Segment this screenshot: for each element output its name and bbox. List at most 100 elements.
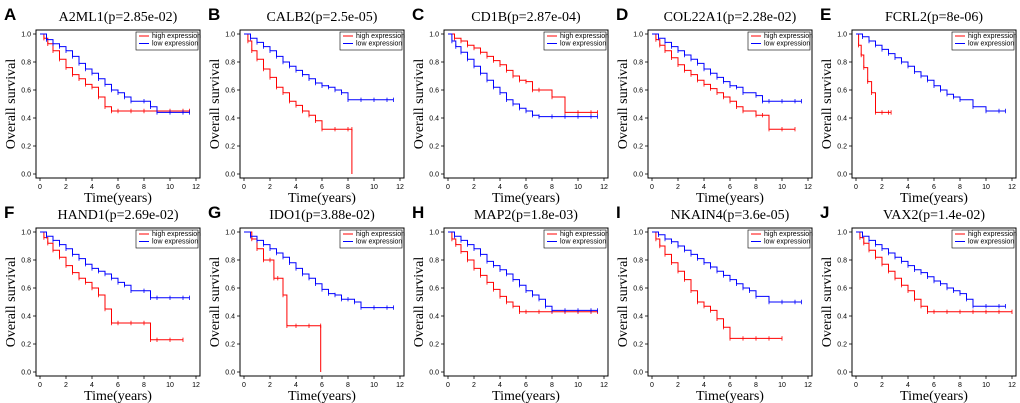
y-tick-label: 0.2 bbox=[21, 144, 31, 151]
x-tick-label: 0 bbox=[446, 184, 450, 191]
x-tick-label: 2 bbox=[64, 184, 68, 191]
y-axis-label: Overall survival bbox=[4, 59, 19, 150]
y-tick-label: 0.6 bbox=[837, 88, 847, 95]
x-tick-label: 8 bbox=[142, 382, 146, 389]
y-axis-label: Overall survival bbox=[820, 59, 835, 150]
x-axis-label: Time(years) bbox=[900, 191, 968, 206]
y-tick-label: 1.0 bbox=[837, 230, 847, 237]
y-axis-label: Overall survival bbox=[616, 59, 631, 150]
y-tick-label: 0.2 bbox=[837, 342, 847, 349]
x-axis-label: Time(years) bbox=[288, 191, 356, 206]
panel-title: COL22A1(p=2.28e-02) bbox=[664, 10, 797, 25]
km-panel-i: I NKAIN4(p=3.6e-05) 0.0 0.2 0.4 0.6 0.8 1.0 0 2 4 6… bbox=[616, 203, 813, 403]
x-tick-label: 12 bbox=[192, 184, 200, 191]
y-axis-label: Overall survival bbox=[412, 59, 427, 150]
panel-letter: B bbox=[208, 5, 220, 24]
panel-title: VAX2(p=1.4e-02) bbox=[883, 208, 985, 223]
panel-letter: E bbox=[820, 5, 831, 24]
panel-letter: J bbox=[820, 203, 829, 222]
legend-label: high expression bbox=[764, 33, 813, 40]
legend-label: low expression bbox=[560, 41, 606, 48]
y-tick-label: 0.0 bbox=[429, 370, 439, 377]
x-tick-label: 12 bbox=[600, 184, 608, 191]
x-tick-label: 4 bbox=[498, 382, 502, 389]
legend-label: high expression bbox=[560, 231, 609, 238]
x-tick-label: 10 bbox=[982, 382, 990, 389]
legend-label: high expression bbox=[356, 33, 405, 40]
x-tick-label: 12 bbox=[396, 382, 404, 389]
x-axis-label: Time(years) bbox=[288, 389, 356, 403]
x-tick-label: 8 bbox=[142, 184, 146, 191]
x-tick-label: 8 bbox=[958, 382, 962, 389]
legend-label: low expression bbox=[152, 41, 198, 48]
x-tick-label: 6 bbox=[116, 382, 120, 389]
x-tick-label: 8 bbox=[958, 184, 962, 191]
y-tick-label: 0.4 bbox=[837, 314, 847, 321]
x-tick-label: 6 bbox=[320, 382, 324, 389]
km-panel-a: A A2ML1(p=2.85e-02) 0.0 0.2 0.4 0.6 0.8 1.0 0 2 4 6… bbox=[4, 5, 201, 206]
x-tick-label: 4 bbox=[294, 382, 298, 389]
y-tick-label: 0.8 bbox=[225, 258, 235, 265]
x-tick-label: 10 bbox=[370, 382, 378, 389]
panel-title: NKAIN4(p=3.6e-05) bbox=[671, 208, 790, 223]
legend-box bbox=[339, 31, 403, 51]
panel-title: CALB2(p=2.5e-05) bbox=[267, 10, 378, 25]
y-tick-label: 0.2 bbox=[429, 144, 439, 151]
legend-label: low expression bbox=[764, 239, 810, 246]
y-tick-label: 1.0 bbox=[225, 32, 235, 39]
x-tick-label: 4 bbox=[906, 184, 910, 191]
km-curve-low bbox=[652, 231, 802, 303]
km-curve-high bbox=[652, 33, 795, 130]
y-tick-label: 0.0 bbox=[21, 370, 31, 377]
y-tick-label: 1.0 bbox=[633, 32, 643, 39]
x-tick-label: 2 bbox=[880, 184, 884, 191]
y-tick-label: 0.4 bbox=[225, 116, 235, 123]
y-axis-label: Overall survival bbox=[208, 59, 223, 150]
x-tick-label: 8 bbox=[550, 382, 554, 389]
km-curve-high bbox=[856, 33, 892, 113]
panel-letter: H bbox=[412, 203, 424, 222]
x-axis-label: Time(years) bbox=[492, 389, 560, 403]
y-tick-label: 0.2 bbox=[225, 342, 235, 349]
y-tick-label: 0.0 bbox=[225, 370, 235, 377]
y-tick-label: 0.4 bbox=[633, 314, 643, 321]
legend-label: low expression bbox=[560, 239, 606, 246]
x-tick-label: 6 bbox=[524, 184, 528, 191]
x-axis-label: Time(years) bbox=[696, 191, 764, 206]
x-tick-label: 4 bbox=[90, 184, 94, 191]
x-tick-label: 8 bbox=[346, 184, 350, 191]
x-tick-label: 10 bbox=[778, 382, 786, 389]
x-tick-label: 2 bbox=[268, 184, 272, 191]
plot-frame bbox=[443, 29, 609, 179]
plot-frame bbox=[239, 29, 405, 179]
legend-box bbox=[747, 31, 811, 51]
y-tick-label: 0.8 bbox=[633, 258, 643, 265]
y-tick-label: 0.6 bbox=[429, 286, 439, 293]
legend-label: low expression bbox=[356, 41, 402, 48]
y-tick-label: 0.2 bbox=[837, 144, 847, 151]
x-tick-label: 6 bbox=[524, 382, 528, 389]
y-tick-label: 0.6 bbox=[837, 286, 847, 293]
x-tick-label: 4 bbox=[498, 184, 502, 191]
x-tick-label: 12 bbox=[600, 382, 608, 389]
x-tick-label: 2 bbox=[472, 184, 476, 191]
x-tick-label: 0 bbox=[446, 382, 450, 389]
y-tick-label: 0.0 bbox=[837, 172, 847, 179]
x-tick-label: 12 bbox=[804, 184, 812, 191]
x-axis-label: Time(years) bbox=[900, 389, 968, 403]
km-curve-high bbox=[856, 231, 1012, 313]
x-tick-label: 4 bbox=[294, 184, 298, 191]
panel-title: IDO1(p=3.88e-02) bbox=[269, 208, 375, 223]
legend-label: low expression bbox=[764, 41, 810, 48]
y-tick-label: 0.6 bbox=[633, 88, 643, 95]
x-tick-label: 0 bbox=[242, 382, 246, 389]
legend-box bbox=[543, 229, 607, 249]
y-tick-label: 0.6 bbox=[225, 286, 235, 293]
x-tick-label: 10 bbox=[778, 184, 786, 191]
